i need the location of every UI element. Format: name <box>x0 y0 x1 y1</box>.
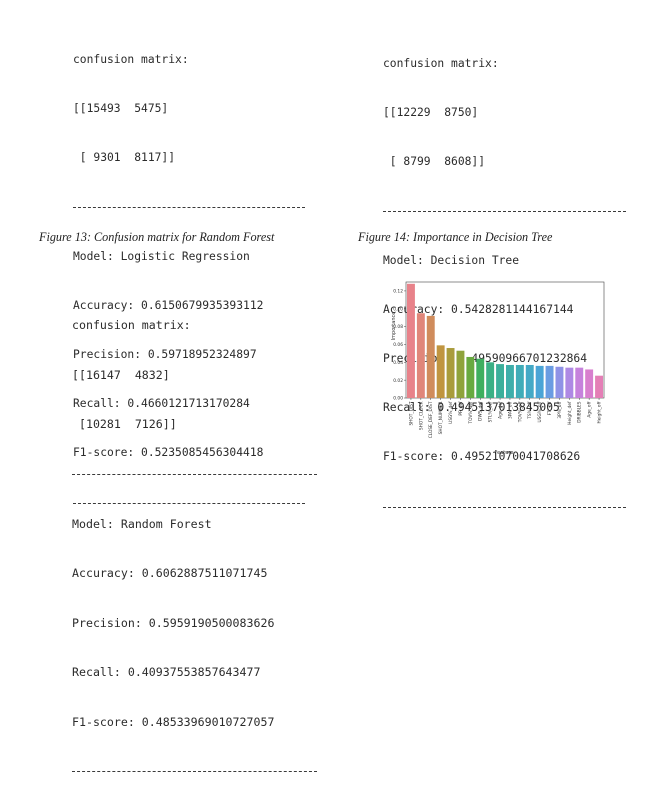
y-axis-label: Importance <box>391 312 397 341</box>
y-tick-label: 0.00 <box>393 396 403 402</box>
x-tick-label: SHOT_DIST <box>408 401 414 425</box>
confusion-matrix-header: confusion matrix: <box>73 52 189 66</box>
separator-line <box>72 466 317 482</box>
x-tick-label: Age_off <box>587 400 593 417</box>
accuracy-line: Accuracy: 0.6062887511071745 <box>72 566 268 581</box>
y-tick-label: 0.10 <box>393 306 403 312</box>
y-tick-label: 0.06 <box>393 342 403 348</box>
x-tick-label: Age_def <box>497 401 503 419</box>
y-tick-label: 0.04 <box>393 360 403 366</box>
model-name-line: Model: Logistic Regression <box>73 249 250 263</box>
precision-line: Precision: 0.59718952324897 <box>73 348 257 362</box>
x-tick-label: USG%_off <box>537 400 543 422</box>
y-tick-label: 0.12 <box>393 289 403 295</box>
bar-usg-def <box>446 348 455 398</box>
figure-13-caption: Figure 13: Confusion matrix for Random F… <box>39 230 275 244</box>
bar-ts-off <box>525 364 534 398</box>
figure-14-caption: Figure 14: Importance in Decision Tree <box>358 230 553 244</box>
random-forest-output-block: confusion matrix: [[16147 4832] [10281 7… <box>72 284 317 796</box>
model-name-line: Model: Random Forest <box>72 516 212 531</box>
recall-line: Recall: 0.40937553857643477 <box>72 665 261 680</box>
bar-pf-def <box>456 350 465 398</box>
y-tick-label: 0.08 <box>393 324 403 330</box>
x-axis-label: Feature <box>495 450 514 456</box>
x-tick-label: FTr_off <box>547 400 553 415</box>
f1-score-line: F1-score: 0.48533969010727057 <box>72 714 275 729</box>
bar-height-off <box>595 375 604 398</box>
confusion-matrix-header: confusion matrix: <box>72 318 191 333</box>
bar-close-def-dist <box>426 315 435 398</box>
accuracy-line: Accuracy: 0.6150679935393112 <box>73 298 264 312</box>
decision-tree-output-block: confusion matrix: [[12229 8750] [ 8799 8… <box>383 23 626 531</box>
separator-line <box>383 499 626 515</box>
separator-line <box>383 203 626 219</box>
f1-score-line: F1-score: 0.49521070041708626 <box>383 450 581 464</box>
bar-ftr-off <box>545 365 554 398</box>
model-name-line: Model: Decision Tree <box>383 253 520 267</box>
x-tick-label: TOV%_off <box>517 400 523 423</box>
x-tick-label: CLOSE_DEF_DIST <box>428 401 434 438</box>
confusion-matrix-row: [[12229 8750] <box>383 106 479 120</box>
confusion-matrix-row: [ 8799 8608]] <box>383 155 486 169</box>
x-tick-label: STL%_def <box>488 401 494 422</box>
bar-shot-clock <box>416 313 425 398</box>
x-tick-label: Height_off <box>596 400 602 423</box>
f1-score-line: F1-score: 0.5235085456304418 <box>73 446 264 460</box>
precision-line: Precision: 0.5959190500083626 <box>72 615 275 630</box>
x-tick-label: SHOT_NUMBER <box>438 402 444 435</box>
separator-line <box>72 763 317 779</box>
bar-tov-off <box>515 364 524 398</box>
x-tick-label: 3P%_off <box>557 400 563 418</box>
bar-height-def <box>565 367 574 398</box>
separator-line <box>73 199 305 215</box>
bar-age-off <box>585 369 594 398</box>
confusion-matrix-row: [[16147 4832] <box>72 367 170 382</box>
y-tick-label: 0.02 <box>393 378 403 384</box>
feature-importance-chart: 0.00 0.02 0.04 0.06 0.08 0.10 0.12 SHOT_DIST SH… <box>388 278 628 458</box>
bar-stl-def <box>486 362 495 398</box>
x-tick-label: TOV%_def <box>468 401 474 424</box>
recall-line: Recall: 0.4945137013845005 <box>383 401 560 415</box>
confusion-matrix-row: [[15493 5475] <box>73 102 169 116</box>
bar-tov-def <box>466 356 475 398</box>
x-tick-label: DWS_def <box>478 401 484 421</box>
bar-shot-number <box>436 345 445 398</box>
bar-dribbles <box>575 367 584 398</box>
x-tick-label: USG%_def <box>448 401 454 424</box>
logreg-output-block: confusion matrix: [[15493 5475] [ 9301 8… <box>73 19 305 527</box>
x-tick-label: PF_def <box>458 401 464 416</box>
plot-area-frame <box>405 281 605 399</box>
confusion-matrix-row: [ 9301 8117]] <box>73 151 176 165</box>
bar-dws-def <box>476 358 485 398</box>
x-tick-label: Height_def <box>567 401 573 425</box>
confusion-matrix-row: [10281 7126]] <box>72 417 177 432</box>
bar-3p-off <box>555 366 564 398</box>
x-tick-label: DRIBBLES <box>577 401 583 423</box>
x-tick-label: 3PAr_off <box>507 400 513 419</box>
bar-age-def <box>496 364 505 398</box>
chart-canvas: 0.00 0.02 0.04 0.06 0.08 0.10 0.12 SHOT_DIST SH… <box>391 281 605 456</box>
bar-3par-off <box>505 364 514 398</box>
recall-line: Recall: 0.4660121713170284 <box>73 397 250 411</box>
confusion-matrix-header: confusion matrix: <box>383 56 499 70</box>
x-tick-label: TS%_off <box>527 400 533 419</box>
x-tick-label: SHOT_CLOCK <box>418 401 424 430</box>
bar-shot-dist <box>406 283 415 398</box>
bar-usg-off <box>535 365 544 398</box>
